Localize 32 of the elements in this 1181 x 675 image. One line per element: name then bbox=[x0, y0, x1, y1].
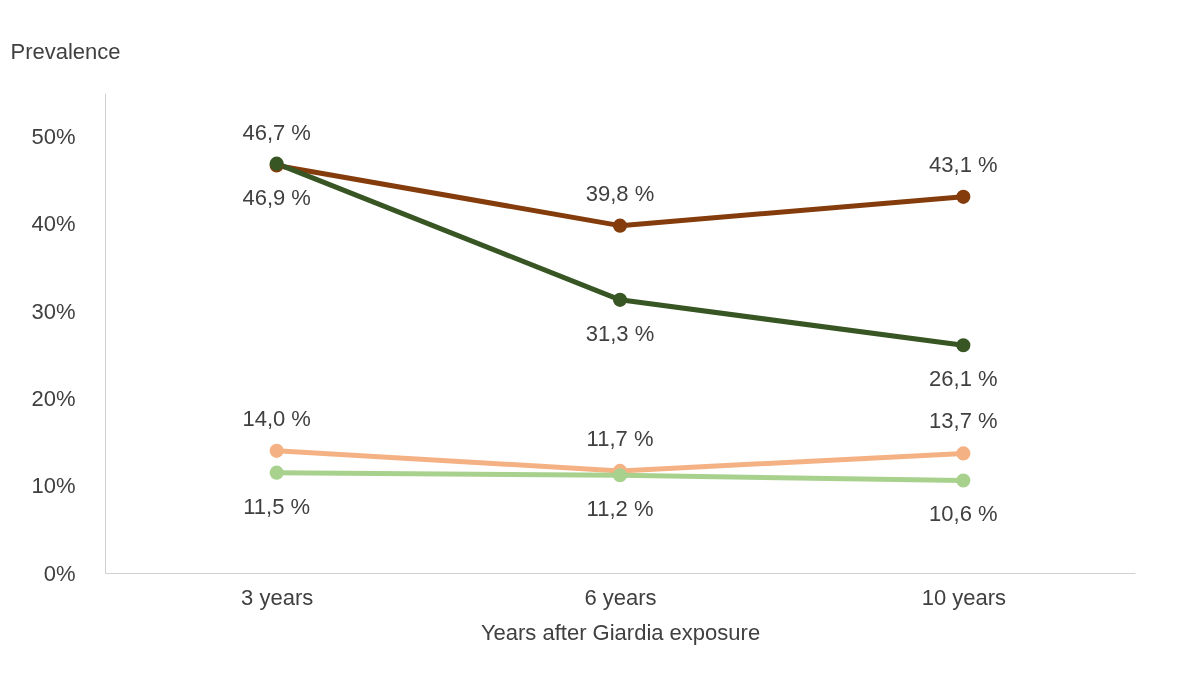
data-label: 14,0 % bbox=[242, 405, 311, 431]
x-axis-title: Years after Giardia exposure bbox=[480, 619, 761, 645]
data-label: 26,1 % bbox=[929, 366, 998, 392]
point bbox=[269, 443, 284, 458]
point bbox=[956, 473, 971, 488]
y-tick-label: 10% bbox=[31, 473, 76, 499]
point bbox=[956, 338, 971, 353]
data-label: 10,6 % bbox=[929, 501, 998, 527]
point bbox=[612, 292, 628, 307]
x-tick-label: 10 years bbox=[921, 584, 1007, 610]
y-tick-label: 0% bbox=[43, 560, 76, 586]
x-tick-label: 6 years bbox=[584, 584, 657, 610]
data-label: 11,2 % bbox=[586, 496, 654, 522]
y-tick-label: 30% bbox=[31, 298, 76, 324]
y-axis-title: Prevalence bbox=[10, 38, 121, 64]
data-label: 46,7 % bbox=[242, 120, 311, 146]
y-tick-label: 50% bbox=[31, 124, 76, 150]
data-label: 46,9 % bbox=[242, 184, 311, 210]
y-tick-label: 40% bbox=[31, 211, 76, 237]
point bbox=[612, 468, 628, 483]
point bbox=[956, 446, 971, 461]
point bbox=[956, 189, 971, 204]
point bbox=[269, 465, 284, 480]
data-label: 39,8 % bbox=[585, 180, 655, 206]
data-label: 13,7 % bbox=[929, 408, 998, 434]
data-label: 11,5 % bbox=[243, 493, 311, 519]
x-tick-label: 3 years bbox=[241, 584, 314, 610]
y-tick-label: 20% bbox=[31, 385, 76, 411]
data-label: 11,7 % bbox=[586, 425, 654, 451]
data-label: 43,1 % bbox=[929, 151, 998, 177]
data-label: 31,3 % bbox=[585, 320, 655, 346]
point bbox=[612, 218, 628, 233]
